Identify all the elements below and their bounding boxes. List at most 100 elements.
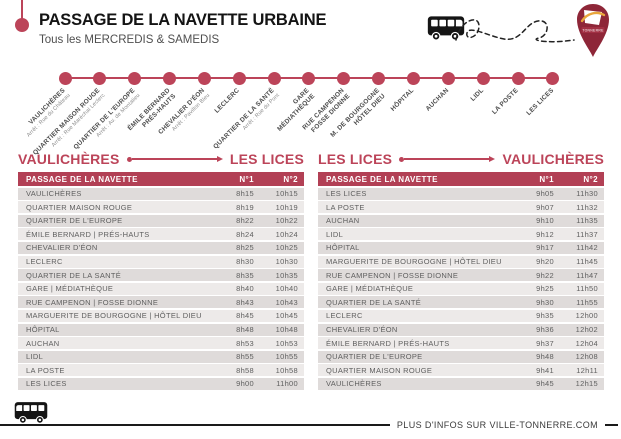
table-row: CHEVALIER D'ÉON 9h36 12h02 — [318, 323, 604, 336]
row-stop-name: GARE | MÉDIATHÈQUE — [326, 284, 414, 294]
row-time-n1: 9h17 — [536, 243, 554, 253]
row-time-n2: 11h45 — [576, 257, 598, 267]
row-stop-name: HÔPITAL — [26, 325, 60, 335]
row-time-n2: 10h15 — [275, 189, 298, 199]
dashed-route-icon — [452, 6, 584, 59]
pin-label: TONNERRE — [582, 29, 604, 33]
row-time-n2: 11h42 — [576, 243, 598, 253]
row-stop-name: QUARTIER MAISON ROUGE — [26, 202, 133, 212]
stop-dot-icon — [128, 71, 142, 85]
table-row: MARGUERITE DE BOURGOGNE | HÔTEL DIEU 8h45… — [18, 309, 304, 322]
row-time-n1: 9h36 — [536, 325, 554, 335]
col-stop-header: PASSAGE DE LA NAVETTE — [326, 174, 438, 184]
row-time-n1: 8h55 — [236, 352, 254, 362]
row-stop-name: LECLERC — [326, 311, 363, 321]
row-stop-name: ÉMILE BERNARD | PRÉS-HAUTS — [26, 229, 150, 239]
row-stop-name: LIDL — [326, 229, 344, 239]
row-time-n1: 9h25 — [536, 284, 554, 294]
direction-to: VAULICHÈRES — [502, 151, 604, 167]
table-row: VAULICHÈRES 9h45 12h15 — [318, 377, 604, 390]
row-time-n1: 8h45 — [236, 311, 254, 321]
stop-dot-icon — [511, 71, 525, 85]
row-stop-name: AUCHAN — [26, 338, 60, 348]
table-header: PASSAGE DE LA NAVETTE N°1 N°2 — [318, 172, 604, 186]
table-row: QUARTIER DE L'EUROPE 9h48 12h08 — [318, 350, 604, 363]
stop-dot-icon — [58, 71, 72, 85]
row-time-n2: 10h22 — [275, 216, 298, 226]
row-time-n2: 10h24 — [275, 229, 298, 239]
row-time-n2: 11h37 — [576, 229, 598, 239]
timetables: VAULICHÈRES LES LICES PASSAGE DE LA NAVE… — [0, 150, 621, 400]
row-time-n1: 8h22 — [236, 216, 254, 226]
row-time-n2: 10h43 — [275, 297, 298, 307]
table-row: GARE | MÉDIATHÈQUE 9h25 11h50 — [318, 282, 604, 295]
row-time-n2: 12h08 — [575, 352, 598, 362]
row-stop-name: QUARTIER MAISON ROUGE — [326, 365, 433, 375]
table-body: VAULICHÈRES 8h15 10h15 QUARTIER MAISON ROUG… — [18, 187, 304, 390]
table-header: PASSAGE DE LA NAVETTE N°1 N°2 — [18, 172, 304, 186]
stop-name: LIDL — [469, 87, 486, 103]
row-stop-name: RUE CAMPENON | FOSSE DIONNE — [26, 297, 159, 307]
row-time-n1: 9h22 — [536, 270, 554, 280]
row-time-n2: 11h35 — [576, 216, 598, 226]
stop-name: LA POSTE — [491, 87, 521, 116]
table-row: QUARTIER DE LA SANTÉ 8h35 10h35 — [18, 269, 304, 282]
table-row: QUARTIER MAISON ROUGE 9h41 12h11 — [318, 364, 604, 377]
row-time-n1: 9h12 — [536, 229, 554, 239]
table-row: LIDL 8h55 10h55 — [18, 350, 304, 363]
page-title: PASSAGE DE LA NAVETTE URBAINE — [39, 11, 327, 29]
table-row: GARE | MÉDIATHÈQUE 8h40 10h40 — [18, 282, 304, 295]
stop-dot-icon — [163, 71, 177, 85]
row-time-n2: 11h55 — [576, 297, 598, 307]
timetable: LES LICES VAULICHÈRES PASSAGE DE LA NAVE… — [318, 150, 604, 390]
row-time-n2: 10h45 — [275, 311, 298, 321]
row-time-n1: 9h10 — [536, 216, 554, 226]
row-stop-name: LA POSTE — [326, 202, 365, 212]
table-row: LECLERC 8h30 10h30 — [18, 255, 304, 268]
footer: PLUS D'INFOS SUR VILLE-TONNERRE.COM — [0, 417, 621, 433]
row-stop-name: LIDL — [26, 352, 44, 362]
row-time-n1: 8h53 — [236, 338, 254, 348]
stop-name: HÔPITAL — [389, 87, 416, 113]
table-row: ÉMILE BERNARD | PRÉS-HAUTS 9h37 12h04 — [318, 337, 604, 350]
stop-dot-icon — [337, 71, 351, 85]
row-time-n1: 8h24 — [236, 229, 254, 239]
row-time-n1: 8h25 — [236, 243, 254, 253]
col-n1-header: N°1 — [539, 174, 554, 184]
table-row: VAULICHÈRES 8h15 10h15 — [18, 187, 304, 200]
table-row: LECLERC 9h35 12h00 — [318, 309, 604, 322]
row-time-n2: 10h19 — [275, 202, 298, 212]
row-time-n2: 10h55 — [275, 352, 298, 362]
row-time-n1: 9h37 — [536, 338, 554, 348]
stop-dot-icon — [93, 71, 107, 85]
stop-name: AUCHAN — [424, 87, 451, 113]
row-stop-name: LES LICES — [326, 189, 367, 199]
row-stop-name: GARE | MÉDIATHÈQUE — [26, 284, 114, 294]
footer-rule — [0, 424, 390, 426]
row-time-n1: 9h00 — [236, 379, 254, 389]
stop-dot-icon — [197, 71, 211, 85]
route-diagram: VAULICHÈRES Arrêt : Rue du Château QUART… — [0, 0, 621, 157]
timetable: VAULICHÈRES LES LICES PASSAGE DE LA NAVE… — [18, 150, 304, 390]
row-stop-name: QUARTIER DE LA SANTÉ — [26, 270, 122, 280]
row-time-n2: 11h30 — [576, 189, 598, 199]
row-time-n2: 12h11 — [576, 365, 598, 375]
row-stop-name: LECLERC — [26, 257, 63, 267]
row-time-n2: 12h00 — [575, 311, 598, 321]
col-n1-header: N°1 — [239, 174, 254, 184]
row-stop-name: QUARTIER DE L'EUROPE — [326, 352, 423, 362]
table-row: CHEVALIER D'ÉON 8h25 10h25 — [18, 241, 304, 254]
bus-icon — [14, 399, 48, 431]
row-time-n2: 11h32 — [576, 202, 598, 212]
table-row: QUARTIER DE L'EUROPE 8h22 10h22 — [18, 214, 304, 227]
row-time-n2: 11h50 — [576, 284, 598, 294]
row-time-n2: 10h53 — [275, 338, 298, 348]
table-row: MARGUERITE DE BOURGOGNE | HÔTEL DIEU 9h20… — [318, 255, 604, 268]
table-row: QUARTIER DE LA SANTÉ 9h30 11h55 — [318, 296, 604, 309]
direction-from: VAULICHÈRES — [18, 151, 120, 167]
row-time-n1: 8h43 — [236, 297, 254, 307]
row-time-n1: 9h20 — [536, 257, 554, 267]
stop-name: LES LICES — [524, 87, 555, 117]
stop-dot-icon — [232, 71, 246, 85]
table-row: ÉMILE BERNARD | PRÉS-HAUTS 8h24 10h24 — [18, 228, 304, 241]
